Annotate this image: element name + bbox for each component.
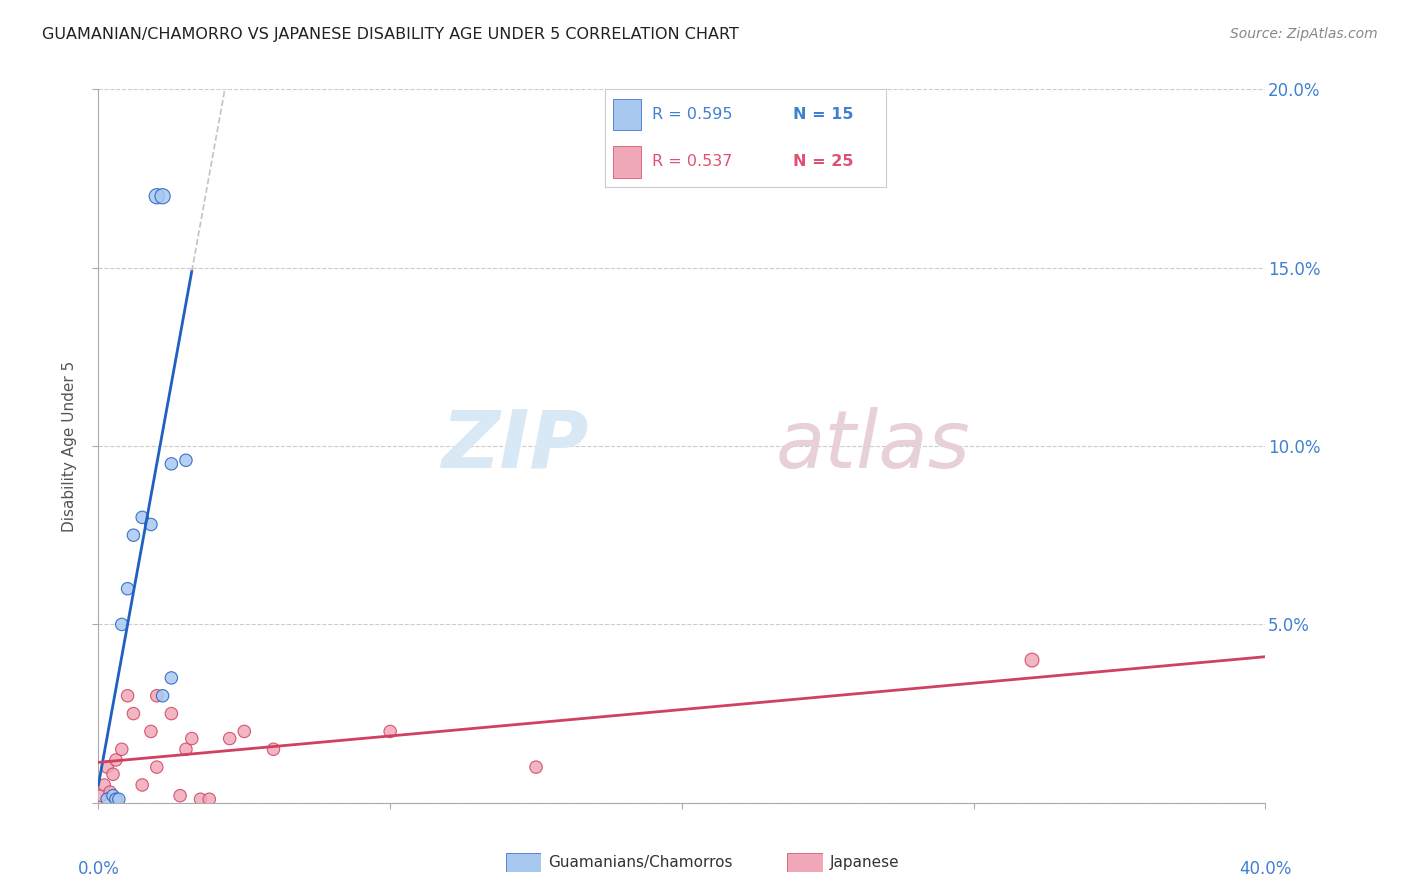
- Point: [169, 789, 191, 803]
- Bar: [613, 99, 641, 130]
- Y-axis label: Disability Age Under 5: Disability Age Under 5: [62, 360, 77, 532]
- Point: [93, 778, 115, 792]
- Point: [160, 706, 183, 721]
- Point: [104, 792, 127, 806]
- Text: GUAMANIAN/CHAMORRO VS JAPANESE DISABILITY AGE UNDER 5 CORRELATION CHART: GUAMANIAN/CHAMORRO VS JAPANESE DISABILIT…: [42, 27, 740, 42]
- Point: [152, 189, 174, 203]
- Point: [139, 517, 162, 532]
- Point: [111, 742, 134, 756]
- Point: [524, 760, 547, 774]
- Text: 40.0%: 40.0%: [1239, 860, 1292, 878]
- Point: [96, 760, 118, 774]
- Point: [101, 789, 124, 803]
- Point: [146, 689, 169, 703]
- Text: atlas: atlas: [775, 407, 970, 485]
- Point: [122, 528, 145, 542]
- Point: [1021, 653, 1043, 667]
- Point: [160, 671, 183, 685]
- Point: [218, 731, 240, 746]
- Point: [146, 760, 169, 774]
- Text: 0.0%: 0.0%: [77, 860, 120, 878]
- Point: [101, 767, 124, 781]
- Text: R = 0.537: R = 0.537: [652, 154, 733, 169]
- Point: [90, 789, 112, 803]
- Text: N = 15: N = 15: [793, 107, 853, 122]
- Text: R = 0.595: R = 0.595: [652, 107, 733, 122]
- Point: [152, 689, 174, 703]
- Point: [378, 724, 402, 739]
- Text: Guamanians/Chamorros: Guamanians/Chamorros: [548, 855, 733, 870]
- Point: [262, 742, 284, 756]
- Text: Source: ZipAtlas.com: Source: ZipAtlas.com: [1230, 27, 1378, 41]
- Point: [108, 792, 131, 806]
- Point: [122, 706, 145, 721]
- Point: [117, 689, 139, 703]
- Point: [96, 792, 118, 806]
- Point: [98, 785, 121, 799]
- Text: Japanese: Japanese: [830, 855, 900, 870]
- Point: [190, 792, 212, 806]
- Point: [180, 731, 202, 746]
- Point: [131, 510, 153, 524]
- Point: [233, 724, 256, 739]
- Point: [160, 457, 183, 471]
- Point: [198, 792, 221, 806]
- Point: [104, 753, 127, 767]
- Point: [146, 189, 169, 203]
- Text: ZIP: ZIP: [441, 407, 589, 485]
- Point: [174, 453, 197, 467]
- Bar: [613, 146, 641, 178]
- Point: [111, 617, 134, 632]
- Point: [139, 724, 162, 739]
- Point: [131, 778, 153, 792]
- Text: N = 25: N = 25: [793, 154, 853, 169]
- Point: [174, 742, 197, 756]
- Point: [117, 582, 139, 596]
